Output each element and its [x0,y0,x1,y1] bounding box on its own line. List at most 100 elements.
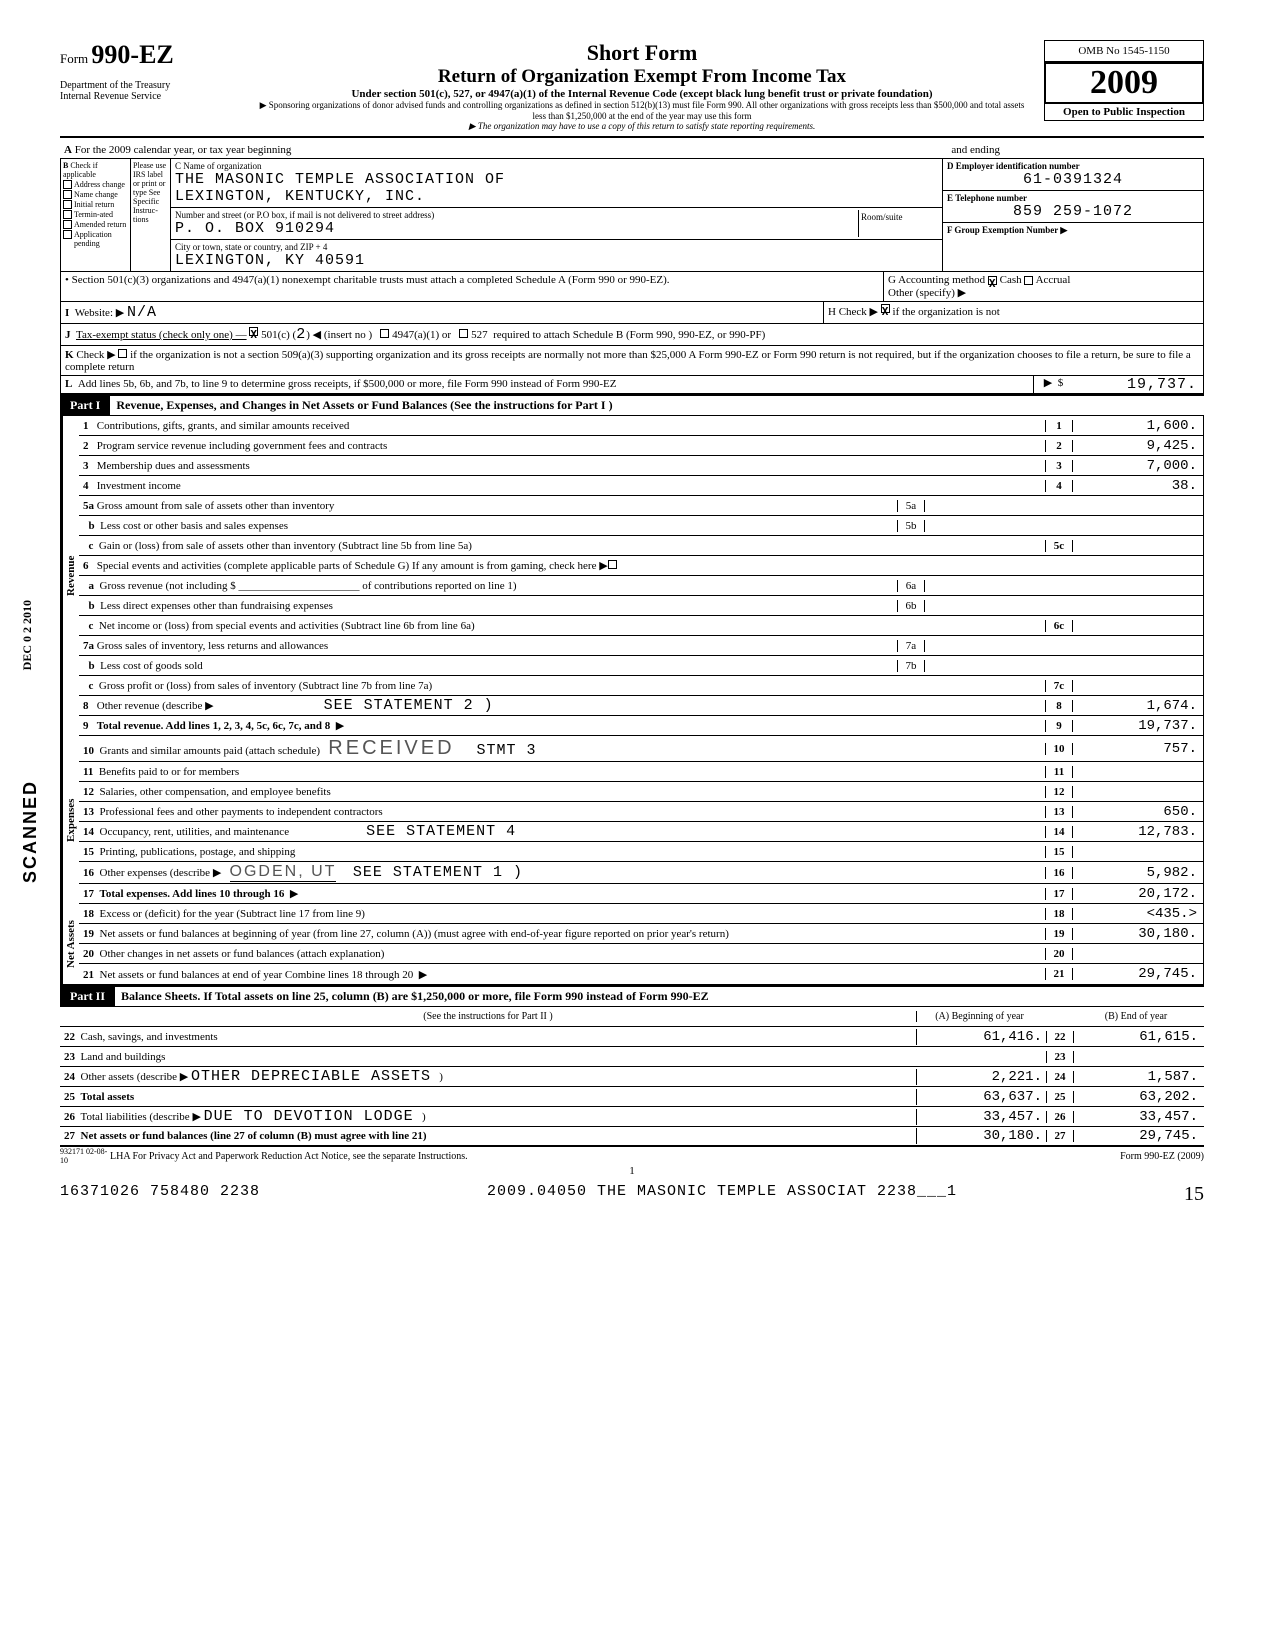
l-value: 19,737. [1073,376,1203,393]
l22-b: 61,615. [1074,1029,1204,1045]
k-label: Check ▶ [76,349,115,361]
l3-text: Membership dues and assessments [97,460,250,472]
c-label: C Name of organization [175,161,938,171]
chk-app[interactable]: Application pending [74,230,128,248]
l24-b: 1,587. [1074,1069,1204,1085]
chk-initial[interactable]: Initial return [74,200,114,209]
page-num: 1 [60,1165,1204,1177]
l5a-text: Gross amount from sale of assets other t… [97,500,335,512]
l22-a: 61,416. [916,1029,1046,1045]
j-req: required to attach Schedule B (Form 990,… [493,329,765,341]
footer-mid: 2009.04050 THE MASONIC TEMPLE ASSOCIAT 2… [487,1183,957,1206]
l10-ref: STMT 3 [477,742,537,759]
l24-text: Other assets (describe ▶ [81,1071,189,1083]
main-title: Return of Organization Exempt From Incom… [252,66,1032,88]
g-cash[interactable]: Cash [1000,274,1022,286]
ein: 61-0391324 [947,171,1199,188]
l26-desc: DUE TO DEVOTION LODGE [204,1108,414,1125]
form-number: 990-EZ [91,40,173,69]
line-a-end: and ending [951,144,1000,156]
j-527[interactable]: 527 [471,329,488,341]
l6c-text: Net income or (loss) from special events… [99,620,475,632]
city-state-zip: LEXINGTON, KY 40591 [175,252,938,269]
l8-text: Other revenue (describe ▶ [97,700,214,712]
l7c-text: Gross profit or (loss) from sales of inv… [99,680,432,692]
l19-val: 30,180. [1073,926,1203,942]
l9-val: 19,737. [1073,718,1203,734]
chk-address[interactable]: Address change [74,180,125,189]
lha-notice: LHA For Privacy Act and Paperwork Reduct… [110,1151,1120,1162]
line-a-begin: For the 2009 calendar year, or tax year … [75,144,292,156]
form-footer: Form 990-EZ (2009) [1120,1151,1204,1162]
f-label: F Group Exemption Number ▶ [947,225,1067,235]
received-date-stamp: DEC 0 2 2010 [20,600,35,670]
received-stamp: RECEIVED [328,737,454,759]
l4-text: Investment income [97,480,181,492]
l27-text: Net assets or fund balances (line 27 of … [81,1130,427,1142]
l19-text: Net assets or fund balances at beginning… [100,928,729,940]
l27-b: 29,745. [1074,1128,1204,1144]
sec-501c3: • Section 501(c)(3) organizations and 49… [61,272,883,301]
g-other: Other (specify) ▶ [888,287,966,299]
chk-term[interactable]: Termin-ated [74,210,113,219]
l7b-text: Less cost of goods sold [100,660,203,672]
l26-text: Total liabilities (describe ▶ [81,1111,201,1123]
l20-text: Other changes in net assets or fund bala… [100,948,385,960]
h-text: if the organization is not [893,306,1000,318]
chk-name[interactable]: Name change [74,190,118,199]
i-label: Website: ▶ [75,307,124,319]
form-header: Form 990-EZ Department of the Treasury I… [60,40,1204,132]
l18-val: <435.> [1073,906,1203,922]
street-address: P. O. BOX 910294 [175,220,858,237]
l13-text: Professional fees and other payments to … [100,806,383,818]
h-label: H Check ▶ [828,306,878,318]
street-label: Number and street (or P.O box, if mail i… [175,210,858,220]
website: N/A [127,304,157,321]
room-label: Room/suite [861,212,936,222]
irs-label: Internal Revenue Service [60,91,240,102]
l23-text: Land and buildings [81,1051,166,1063]
j-4947[interactable]: 4947(a)(1) or [392,329,451,341]
part2-sub: (See the instructions for Part II ) [60,1010,916,1023]
scanned-stamp: SCANNED [20,780,41,883]
l10-val: 757. [1073,741,1203,757]
subtitle-1: Under section 501(c), 527, or 4947(a)(1)… [252,88,1032,100]
l17-text: Total expenses. Add lines 10 through 16 [100,888,285,900]
l7a-text: Gross sales of inventory, less returns a… [97,640,328,652]
l25-text: Total assets [81,1091,135,1103]
col-b-header: (B) End of year [1074,1011,1204,1022]
l14-val: 12,783. [1073,824,1203,840]
j-label: Tax-exempt status (check only one) — [76,329,247,341]
l24-a: 2,221. [916,1069,1046,1085]
please-col: Please use IRS label or print or type Se… [131,159,171,271]
l22-text: Cash, savings, and investments [81,1031,218,1043]
tax-year: 2009 [1044,62,1204,104]
code1: 932171 02-08-10 [60,1147,110,1165]
l25-b: 63,202. [1074,1089,1204,1105]
l24-desc: OTHER DEPRECIABLE ASSETS [191,1068,431,1085]
org-info-grid: B Check if applicable Address change Nam… [60,158,1204,272]
dept-treasury: Department of the Treasury [60,80,240,91]
l11-text: Benefits paid to or for members [99,766,239,778]
j-501c[interactable]: 501(c) ( [261,329,296,341]
l2-val: 9,425. [1073,438,1203,454]
l25-a: 63,637. [916,1089,1046,1105]
side-revenue: Revenue [61,416,79,736]
l26-b: 33,457. [1074,1109,1204,1125]
g-accrual[interactable]: Accrual [1036,274,1071,286]
chk-amend[interactable]: Amended return [74,220,126,229]
side-net-assets: Net Assets [61,904,79,984]
phone: 859 259-1072 [947,203,1199,220]
l8-val: 1,674. [1073,698,1203,714]
l3-val: 7,000. [1073,458,1203,474]
footer-left: 16371026 758480 2238 [60,1183,260,1206]
l21-val: 29,745. [1073,966,1203,982]
l6a-text: Gross revenue (not including $ _________… [100,580,517,592]
d-label: D Employer identification number [947,161,1080,171]
org-name-2: LEXINGTON, KENTUCKY, INC. [175,188,938,205]
side-expenses: Expenses [61,736,79,904]
part1-desc: Revenue, Expenses, and Changes in Net As… [110,396,1204,415]
e-label: E Telephone number [947,193,1027,203]
l12-text: Salaries, other compensation, and employ… [100,786,331,798]
l14-text: Occupancy, rent, utilities, and maintena… [100,826,290,838]
